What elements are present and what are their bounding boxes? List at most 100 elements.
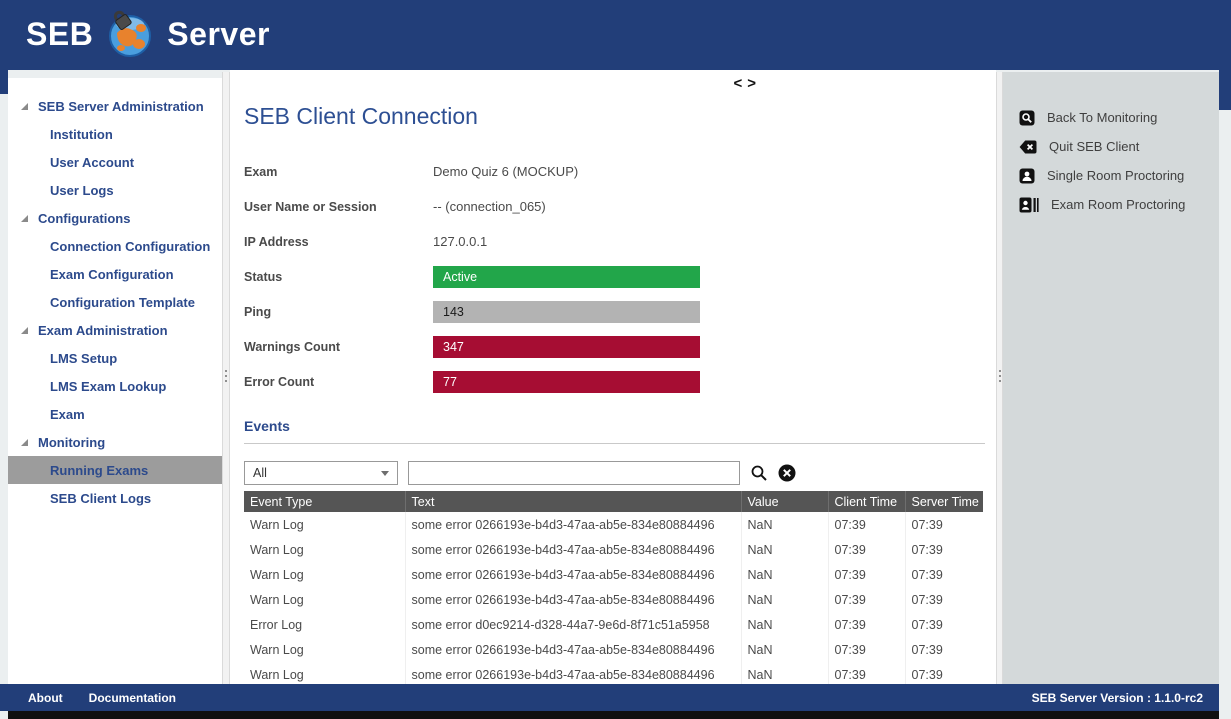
sidebar-nav: SEB Server Administration Institution User… <box>8 78 222 684</box>
event-cell: Error Log <box>250 617 303 632</box>
event-cell: NaN <box>740 612 828 637</box>
sidebar-item-label: SEB Server Administration <box>38 98 204 114</box>
column-header-client-time[interactable]: Client Time <box>827 491 905 512</box>
field-row-ping: Ping 143 <box>244 294 984 329</box>
field-row-error-count: Error Count 77 <box>244 364 984 399</box>
column-header-server-time[interactable]: Server Time <box>904 491 983 512</box>
event-cell: NaN <box>740 587 828 612</box>
sidebar-item-configurations[interactable]: Configurations <box>8 204 222 232</box>
events-filter-row: All <box>244 461 985 485</box>
event-type-filter-select[interactable]: All <box>244 461 398 485</box>
event-cell: 07:39 <box>827 562 905 587</box>
sidebar-item-exam-administration[interactable]: Exam Administration <box>8 316 222 344</box>
events-table: Event Type Text Value Client Time Server Tim… <box>244 491 983 684</box>
column-header-event-type[interactable]: Event Type <box>244 491 405 512</box>
sidebar-item-exam-configuration[interactable]: Exam Configuration <box>8 260 222 288</box>
header-right-stub <box>1219 70 1231 110</box>
event-cell: 07:39 <box>827 537 905 562</box>
action-panel-splitter[interactable] <box>996 72 1003 684</box>
event-cell: NaN <box>740 512 828 537</box>
event-row[interactable]: Warn Log some error 0266193e-b4d3-47aa-ab… <box>244 662 983 684</box>
events-heading: Events <box>244 418 290 434</box>
sidebar-item-monitoring[interactable]: Monitoring <box>8 428 222 456</box>
app-footer: About Documentation SEB Server Version : … <box>0 684 1219 711</box>
clear-search-icon[interactable] <box>778 464 796 482</box>
sidebar-item-label: LMS Exam Lookup <box>50 378 167 394</box>
app-header: SEB Server <box>0 0 1231 70</box>
field-label: Warnings Count <box>244 339 341 354</box>
event-cell: 07:39 <box>904 612 983 637</box>
app-logo: SEB Server <box>26 9 270 59</box>
panel-nav-next-button[interactable]: > <box>747 75 756 92</box>
action-back-to-monitoring[interactable]: Back To Monitoring <box>1003 103 1219 132</box>
tree-expander-icon[interactable] <box>20 438 29 447</box>
field-label: Status <box>244 269 283 284</box>
action-label: Quit SEB Client <box>1049 139 1140 154</box>
event-row[interactable]: Warn Log some error 0266193e-b4d3-47aa-ab… <box>244 512 983 537</box>
panel-nav-prev-button[interactable]: < <box>733 75 743 92</box>
back-to-monitoring-icon <box>1019 110 1035 126</box>
action-label: Single Room Proctoring <box>1047 168 1185 183</box>
event-row[interactable]: Warn Log some error 0266193e-b4d3-47aa-ab… <box>244 537 983 562</box>
sidebar-item-label: Connection Configuration <box>50 238 211 254</box>
event-cell: Warn Log <box>250 642 304 657</box>
footer-link-about[interactable]: About <box>28 690 63 705</box>
column-header-value[interactable]: Value <box>740 491 828 512</box>
sidebar-item-user-account[interactable]: User Account <box>8 148 222 176</box>
sidebar-item-seb-server-administration[interactable]: SEB Server Administration <box>8 92 222 120</box>
action-label: Back To Monitoring <box>1047 110 1158 125</box>
panel-nav: < > <box>733 76 756 92</box>
event-cell: some error 0266193e-b4d3-47aa-ab5e-834e8… <box>404 512 741 537</box>
event-cell: some error d0ec9214-d328-44a7-9e6d-8f71c… <box>404 612 741 637</box>
sidebar-item-lms-exam-lookup[interactable]: LMS Exam Lookup <box>8 372 222 400</box>
field-value: 127.0.0.1 <box>433 234 488 249</box>
ping-bar: 143 <box>433 300 700 323</box>
sidebar-item-institution[interactable]: Institution <box>8 120 222 148</box>
footer-links: About Documentation <box>0 691 176 705</box>
sidebar-item-seb-client-logs[interactable]: SEB Client Logs <box>8 484 222 512</box>
action-quit-seb-client[interactable]: Quit SEB Client <box>1003 132 1219 161</box>
field-label: Error Count <box>244 374 315 389</box>
column-header-text[interactable]: Text <box>404 491 741 512</box>
event-cell: 07:39 <box>904 587 983 612</box>
sidebar-item-label: Configurations <box>38 210 131 226</box>
event-row[interactable]: Warn Log some error 0266193e-b4d3-47aa-ab… <box>244 637 983 662</box>
event-row[interactable]: Warn Log some error 0266193e-b4d3-47aa-ab… <box>244 587 983 612</box>
event-cell: 07:39 <box>904 637 983 662</box>
event-row[interactable]: Warn Log some error 0266193e-b4d3-47aa-ab… <box>244 562 983 587</box>
action-single-room-proctoring[interactable]: Single Room Proctoring <box>1003 161 1219 190</box>
sidebar-item-label: Configuration Template <box>50 294 195 310</box>
sidebar-item-label: User Logs <box>50 182 114 198</box>
event-row[interactable]: Error Log some error d0ec9214-d328-44a7-9… <box>244 612 983 637</box>
field-row-warnings-count: Warnings Count 347 <box>244 329 984 364</box>
action-panel: Back To Monitoring Quit SEB Client Single … <box>1003 72 1219 684</box>
event-cell: 07:39 <box>827 662 905 684</box>
footer-link-documentation[interactable]: Documentation <box>88 690 176 705</box>
event-cell: 07:39 <box>904 662 983 684</box>
tree-expander-icon[interactable] <box>20 102 29 111</box>
sidebar-item-connection-configuration[interactable]: Connection Configuration <box>8 232 222 260</box>
sidebar-item-configuration-template[interactable]: Configuration Template <box>8 288 222 316</box>
events-divider <box>244 443 985 444</box>
sidebar-item-label: Exam Configuration <box>50 266 174 282</box>
event-cell: NaN <box>740 537 828 562</box>
sidebar-item-user-logs[interactable]: User Logs <box>8 176 222 204</box>
action-exam-room-proctoring[interactable]: Exam Room Proctoring <box>1003 190 1219 219</box>
seb-logo-text: SEB <box>26 15 94 52</box>
search-icon[interactable] <box>750 464 768 482</box>
sidebar-splitter[interactable] <box>222 72 230 684</box>
event-cell: some error 0266193e-b4d3-47aa-ab5e-834e8… <box>404 562 741 587</box>
event-cell: some error 0266193e-b4d3-47aa-ab5e-834e8… <box>404 587 741 612</box>
event-cell: 07:39 <box>904 512 983 537</box>
tree-expander-icon[interactable] <box>20 214 29 223</box>
event-cell: Warn Log <box>250 517 304 532</box>
events-search-input[interactable] <box>408 461 740 485</box>
sidebar-item-label: Exam <box>50 406 85 422</box>
splitter-grip-icon <box>998 370 1001 372</box>
sidebar-item-label: SEB Client Logs <box>50 490 152 506</box>
sidebar-item-running-exams[interactable]: Running Exams <box>8 456 222 484</box>
tree-expander-icon[interactable] <box>20 326 29 335</box>
sidebar-item-lms-setup[interactable]: LMS Setup <box>8 344 222 372</box>
sidebar-item-exam[interactable]: Exam <box>8 400 222 428</box>
event-cell: 07:39 <box>827 587 905 612</box>
